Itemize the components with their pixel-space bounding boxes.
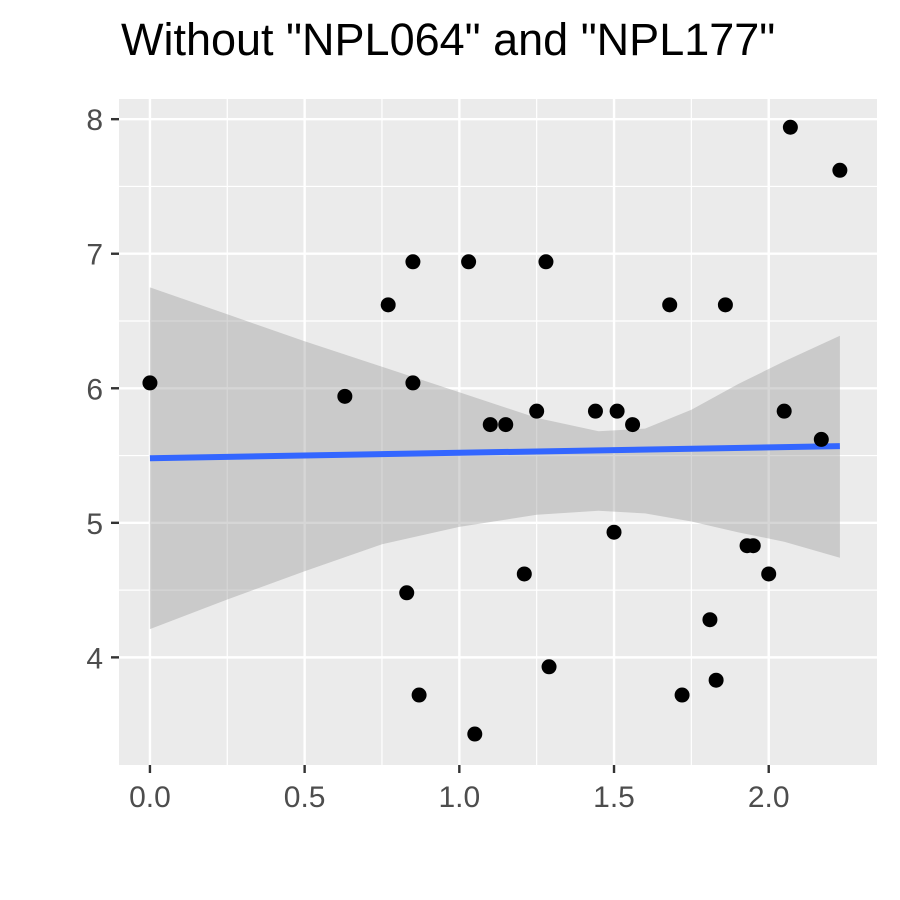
- data-point: [606, 524, 622, 540]
- y-axis: 4 5 6 7 8: [86, 104, 119, 675]
- y-tick-label: 4: [86, 642, 103, 675]
- data-point: [538, 254, 554, 270]
- data-point: [708, 672, 724, 688]
- plot-panel: [119, 99, 877, 765]
- data-points: [142, 119, 848, 742]
- data-point: [411, 687, 427, 703]
- major-gridlines: [119, 99, 877, 765]
- y-tick-label: 5: [86, 508, 103, 541]
- x-axis: 0.0 0.5 1.0 1.5 2.0: [129, 765, 790, 814]
- data-point: [587, 403, 603, 419]
- data-point: [832, 162, 848, 178]
- data-point: [142, 375, 158, 391]
- data-point: [782, 119, 798, 135]
- data-point: [625, 417, 641, 433]
- y-tick-label: 8: [86, 104, 103, 137]
- data-point: [399, 585, 415, 601]
- chart-title: Without "NPL064" and "NPL177": [121, 14, 776, 65]
- regression-line: [149, 443, 840, 462]
- data-point: [516, 566, 532, 582]
- data-point: [662, 297, 678, 313]
- data-point: [482, 417, 498, 433]
- data-point: [405, 254, 421, 270]
- data-point: [529, 403, 545, 419]
- data-point: [467, 726, 483, 742]
- data-point: [405, 375, 421, 391]
- data-point: [674, 687, 690, 703]
- data-point: [498, 417, 514, 433]
- x-tick-label: 2.0: [748, 781, 790, 814]
- data-point: [761, 566, 777, 582]
- x-tick-label: 0.0: [129, 781, 171, 814]
- x-tick-label: 0.5: [284, 781, 326, 814]
- data-point: [813, 431, 829, 447]
- x-tick-label: 1.0: [438, 781, 480, 814]
- data-point: [717, 297, 733, 313]
- data-point: [745, 538, 761, 554]
- y-tick-label: 7: [86, 239, 103, 272]
- data-point: [776, 403, 792, 419]
- x-tick-label: 1.5: [593, 781, 635, 814]
- data-point: [461, 254, 477, 270]
- y-tick-label: 6: [86, 373, 103, 406]
- confidence-band: [149, 287, 840, 630]
- data-point: [541, 659, 557, 675]
- data-point: [337, 388, 353, 404]
- data-point: [380, 297, 396, 313]
- data-point: [702, 612, 718, 628]
- data-point: [609, 403, 625, 419]
